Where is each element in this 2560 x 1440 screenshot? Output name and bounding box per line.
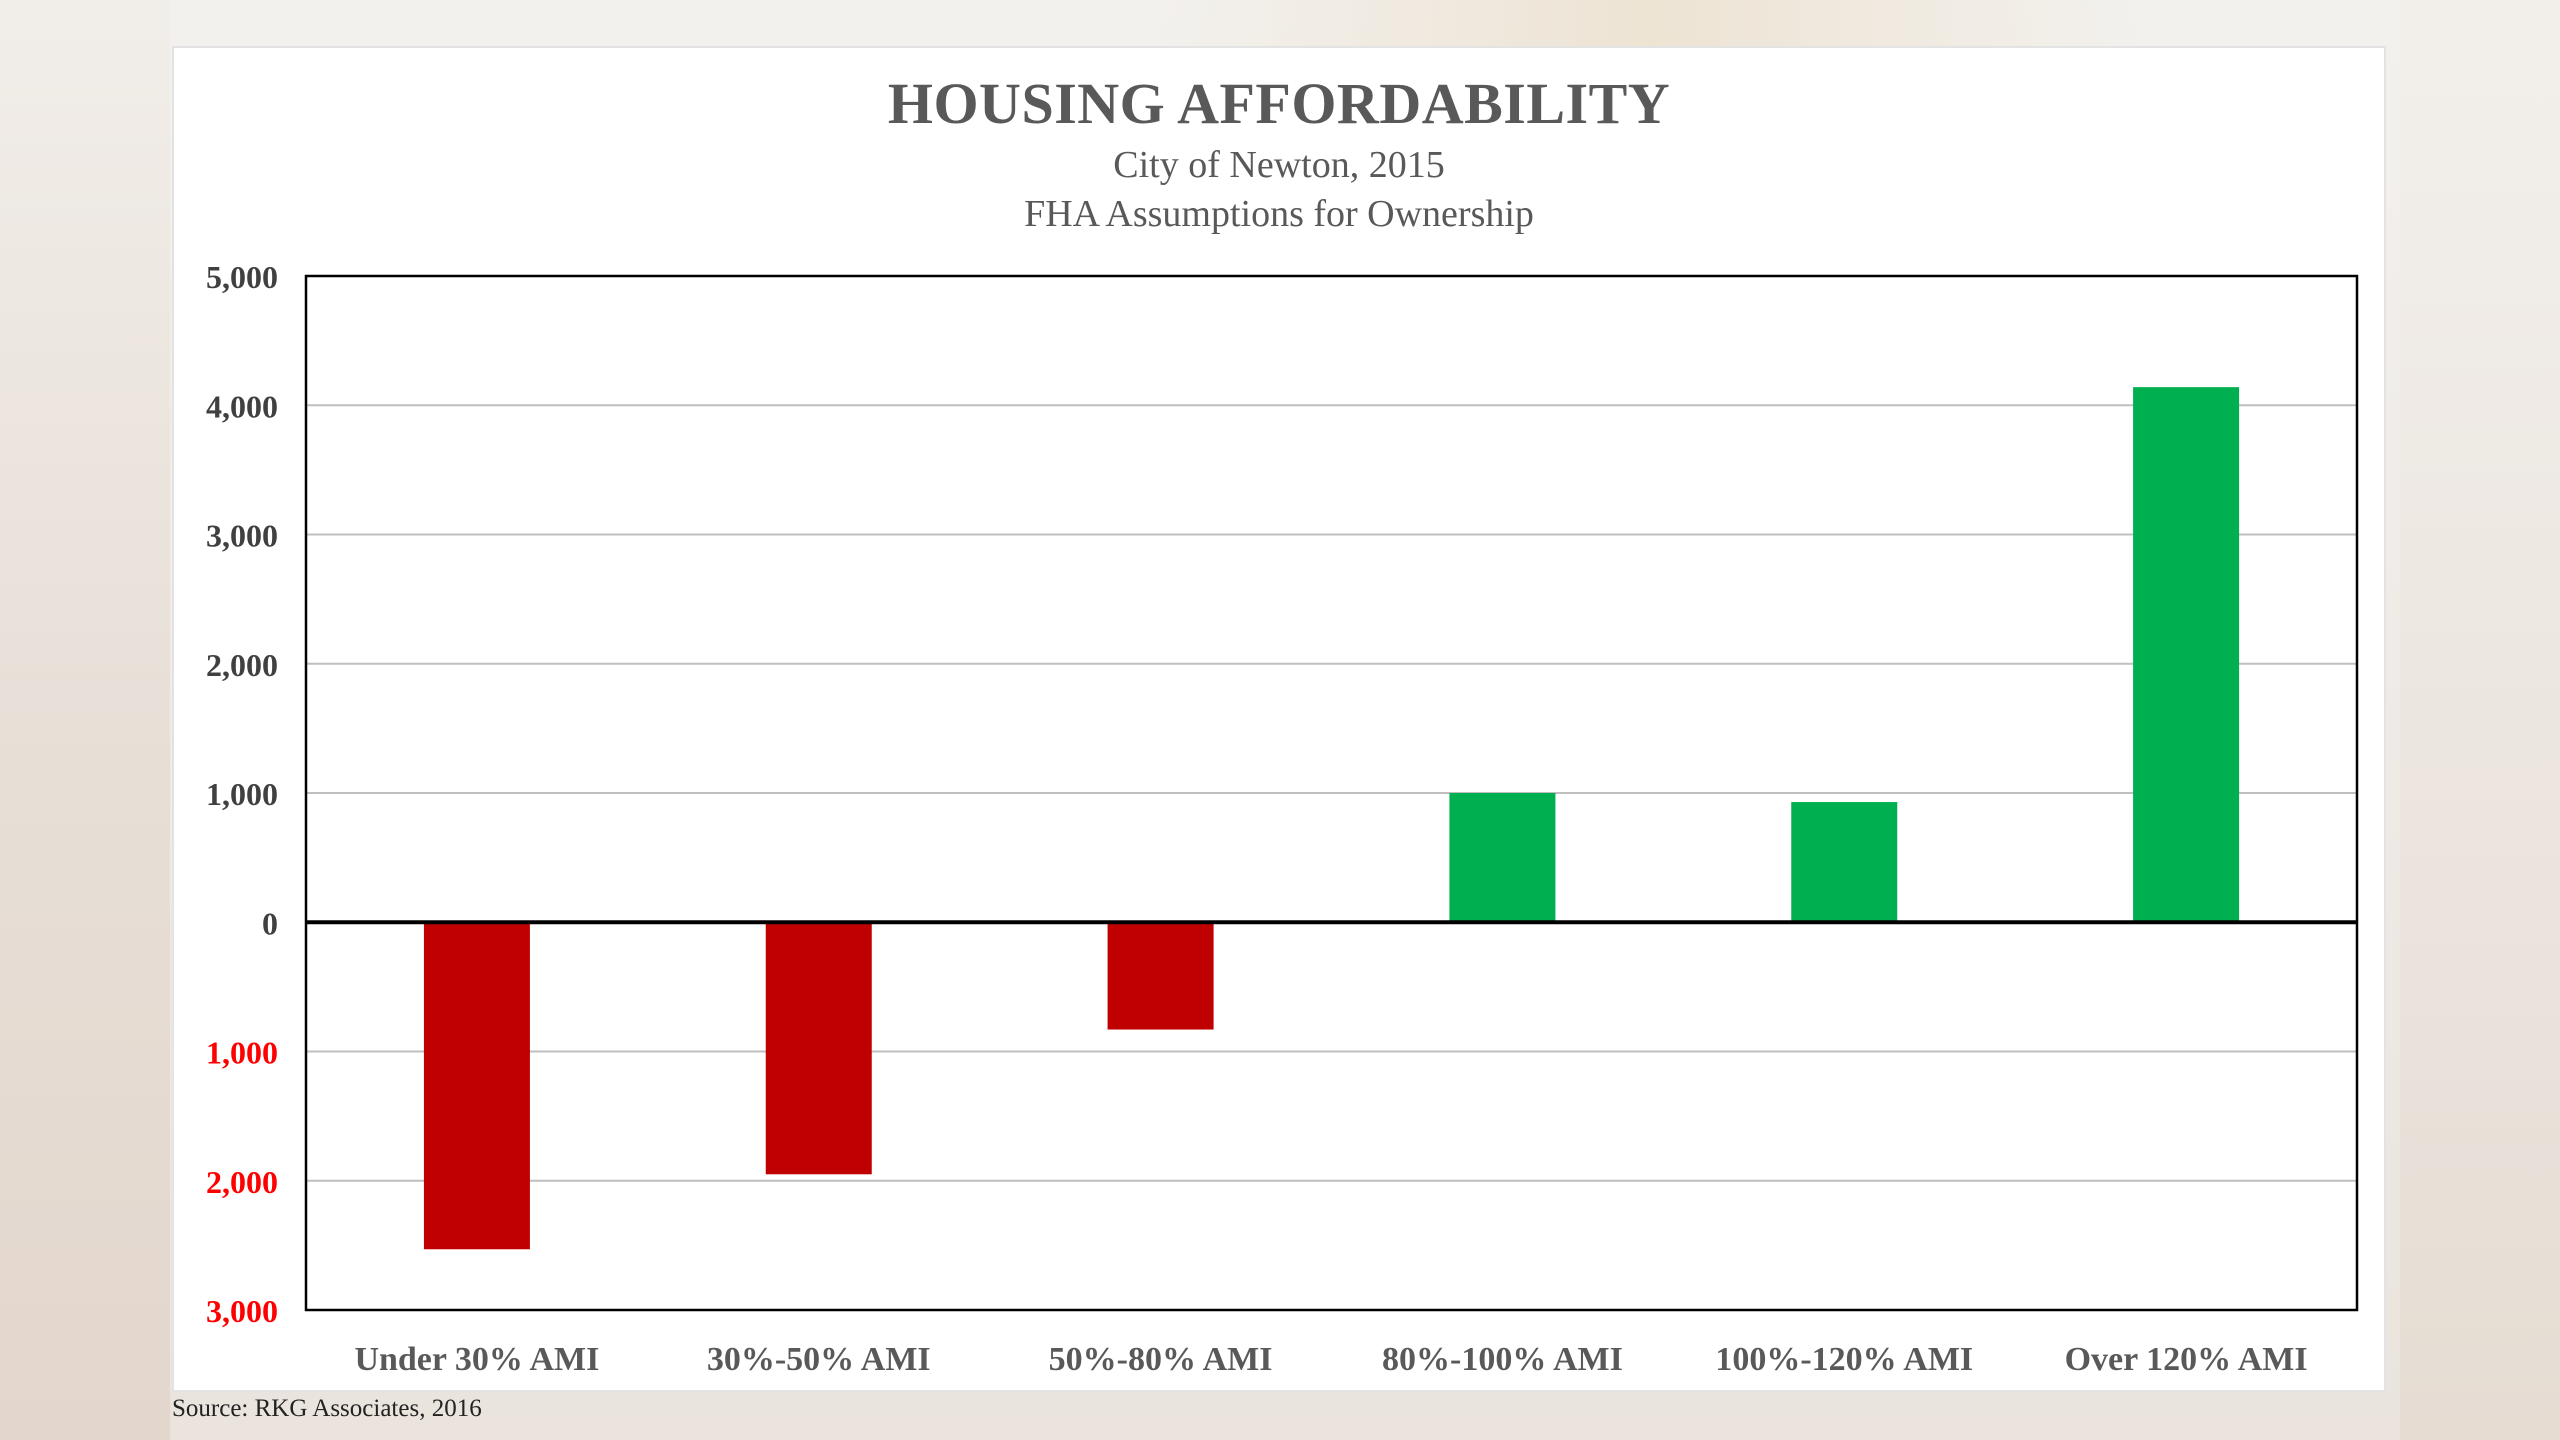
plot-border: [304, 274, 2359, 1312]
bar: [423, 922, 530, 1250]
x-tick-label: Under 30% AMI: [354, 1341, 599, 1378]
y-tick-label: 2,000: [206, 647, 278, 683]
x-tick-label: Over 120% AMI: [2065, 1341, 2308, 1378]
x-tick-label: 100%-120% AMI: [1715, 1341, 1973, 1378]
x-tick-label: 80%-100% AMI: [1382, 1341, 1623, 1378]
background-right-band: [2400, 0, 2560, 1440]
bar: [765, 922, 872, 1175]
bar: [1449, 793, 1556, 923]
bar: [1107, 922, 1214, 1030]
y-tick-label: 1,000: [206, 776, 278, 812]
y-tick-label: 2,000: [206, 1164, 278, 1200]
y-tick-label: 0: [262, 905, 278, 941]
bar: [2133, 387, 2240, 923]
bar: [1791, 802, 1898, 923]
y-tick-label: 4,000: [206, 388, 278, 424]
y-tick-label: 5,000: [206, 259, 278, 295]
chart-title: HOUSING AFFORDABILITY: [887, 71, 1671, 136]
y-tick-label: 1,000: [206, 1035, 278, 1071]
y-tick-label: 3,000: [206, 1293, 278, 1329]
chart-subtitle-assumptions: FHA Assumptions for Ownership: [1024, 193, 1534, 235]
x-tick-label: 50%-80% AMI: [1049, 1341, 1273, 1378]
source-note: Source: RKG Associates, 2016: [172, 1395, 482, 1422]
chart-subtitle-location: City of Newton, 2015: [1113, 144, 1445, 186]
y-tick-label: 3,000: [206, 518, 278, 554]
background-left-band: [0, 0, 170, 1440]
x-tick-label: 30%-50% AMI: [707, 1341, 931, 1378]
